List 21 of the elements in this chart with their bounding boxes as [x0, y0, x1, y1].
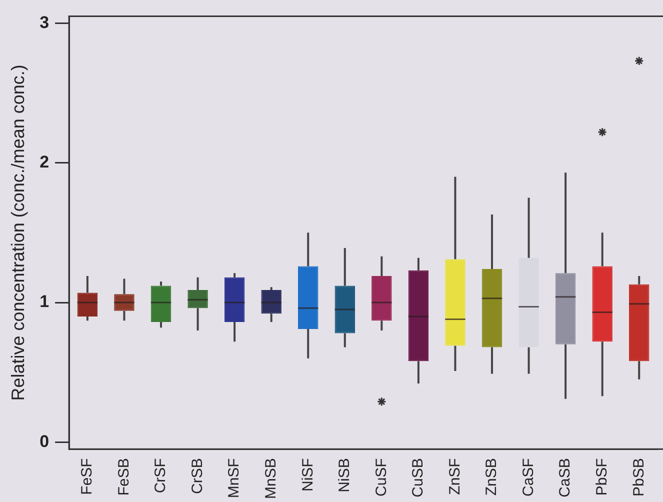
x-tick-label: CaSB: [556, 458, 574, 498]
x-tick-label: PbSB: [630, 458, 648, 497]
x-tick-label: ZnSB: [483, 458, 500, 496]
y-tick-label: 1: [40, 292, 50, 312]
x-tick-label: CrSB: [188, 458, 206, 494]
x-tick-label: PbSF: [593, 458, 610, 496]
x-tick-label: FeSF: [78, 458, 96, 495]
x-tick-label: NiSB: [336, 458, 354, 492]
x-tick-label: NiSF: [299, 458, 316, 492]
x-tick-label: MnSB: [262, 458, 280, 500]
x-tick-label: MnSF: [226, 458, 243, 498]
x-tick-label: ZnSF: [446, 458, 464, 495]
x-tick-label: CaSF: [520, 458, 537, 496]
y-axis-title: Relative concentration (conc./mean conc.): [8, 64, 28, 401]
x-tick-label: CuSB: [410, 458, 427, 498]
x-tick-label: FeSB: [115, 458, 132, 496]
y-tick-label: 3: [40, 12, 50, 32]
x-tick-label: CrSF: [152, 458, 170, 494]
y-tick-label: 0: [40, 432, 50, 451]
x-tick-label: CuSF: [372, 458, 390, 496]
y-tick-label: 2: [40, 152, 50, 172]
